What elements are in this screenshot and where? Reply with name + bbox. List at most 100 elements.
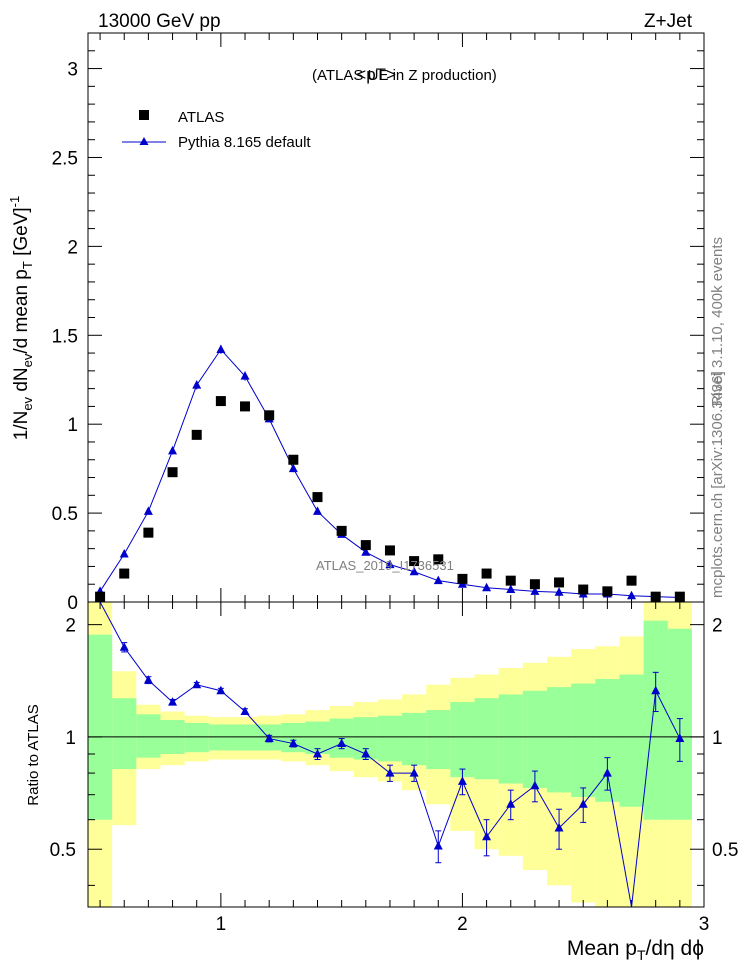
main-y-tick-label: 0.5 bbox=[52, 504, 78, 525]
atlas-point bbox=[288, 454, 299, 465]
main-series bbox=[95, 344, 685, 602]
stat-uncertainty-band bbox=[474, 698, 499, 780]
atlas-point bbox=[215, 396, 226, 407]
stat-uncertainty-band bbox=[112, 698, 137, 770]
ratio-pythia-point bbox=[119, 642, 129, 651]
ratio-pythia-point bbox=[457, 776, 467, 785]
pythia-point bbox=[506, 584, 516, 594]
pythia-point bbox=[385, 559, 395, 569]
ratio-axis-ticks: 0.5 0.5 1 1 2 2 1 2 3 bbox=[50, 602, 738, 935]
legend-pythia-label: Pythia 8.165 default bbox=[178, 134, 311, 151]
ratio-pythia-point bbox=[361, 748, 371, 758]
ratio-pythia-point bbox=[192, 679, 202, 689]
main-y-tick-label: 1 bbox=[67, 415, 78, 436]
ratio-pythia-point bbox=[578, 799, 588, 808]
main-y-tick-label: 3 bbox=[67, 60, 78, 81]
pythia-point bbox=[433, 575, 443, 585]
stat-uncertainty-band bbox=[571, 683, 596, 798]
legend-atlas-marker bbox=[139, 110, 149, 120]
x-tick-label: 2 bbox=[457, 914, 468, 935]
main-y-axis-label: 1/Nev dNev/d mean pT [GeV]-1 bbox=[7, 196, 35, 441]
stat-uncertainty-band bbox=[402, 712, 427, 766]
atlas-point bbox=[119, 568, 130, 579]
ratio-y-tick-label-left: 0.5 bbox=[50, 840, 76, 861]
x-axis-label-sub: T bbox=[637, 947, 646, 963]
x-axis-label-rest: /dη dϕ bbox=[646, 937, 704, 960]
atlas-point bbox=[674, 591, 685, 602]
stat-uncertainty-band bbox=[136, 714, 161, 758]
atlas-point bbox=[143, 527, 154, 538]
ratio-pythia-point bbox=[433, 841, 443, 850]
ratio-pythia-point bbox=[337, 738, 347, 748]
main-y-axis-label-mid2: /d mean p bbox=[11, 269, 32, 354]
stat-uncertainty-band bbox=[232, 724, 258, 751]
ratio-plot-frame bbox=[87, 601, 705, 908]
stat-uncertainty-band bbox=[450, 702, 475, 778]
main-y-axis-label-sub1: ev bbox=[20, 396, 35, 410]
ratio-pythia-point bbox=[530, 780, 540, 790]
stat-uncertainty-band bbox=[184, 722, 209, 753]
atlas-point bbox=[336, 525, 347, 536]
header-process-label: Z+Jet bbox=[644, 11, 693, 32]
stat-uncertainty-band bbox=[546, 687, 572, 793]
ratio-pythia-point bbox=[675, 733, 685, 743]
ratio-series bbox=[99, 601, 685, 908]
pythia-point bbox=[554, 587, 564, 596]
ratio-y-tick-label-left: 2 bbox=[65, 616, 76, 637]
pythia-point bbox=[312, 506, 322, 515]
pythia-point bbox=[216, 344, 226, 354]
legend-pythia-marker bbox=[139, 137, 149, 145]
atlas-point bbox=[602, 586, 613, 597]
atlas-point bbox=[626, 575, 637, 586]
main-y-axis-label-sup: -1 bbox=[7, 196, 22, 208]
pythia-point bbox=[530, 586, 540, 595]
x-tick-label: 3 bbox=[699, 914, 710, 935]
x-axis-label-text: Mean p bbox=[567, 937, 637, 960]
atlas-point bbox=[409, 556, 420, 567]
pythia-point bbox=[482, 582, 492, 592]
ratio-pythia-point bbox=[216, 685, 226, 695]
main-y-axis-label-mid: dN bbox=[11, 367, 32, 397]
ratio-pythia-point bbox=[409, 768, 419, 777]
atlas-point bbox=[554, 577, 565, 588]
atlas-point bbox=[384, 545, 395, 556]
atlas-point bbox=[529, 579, 540, 590]
atlas-point bbox=[481, 568, 492, 579]
ratio-pythia-point bbox=[143, 675, 153, 684]
pythia-point bbox=[627, 590, 637, 600]
ratio-y-axis-label: Ratio to ATLAS bbox=[25, 704, 42, 805]
pythia-point bbox=[119, 548, 129, 558]
stat-uncertainty-band bbox=[619, 674, 644, 807]
atlas-point bbox=[360, 540, 371, 551]
ratio-pythia-point bbox=[385, 768, 395, 777]
analysis-watermark: ATLAS_2019_I1736531 bbox=[316, 558, 454, 573]
atlas-point bbox=[650, 591, 661, 602]
pythia-point bbox=[409, 566, 419, 576]
legend-atlas-label: ATLAS bbox=[178, 109, 224, 126]
pythia-point bbox=[240, 371, 250, 380]
header-collision-label: 13000 GeV pp bbox=[98, 11, 221, 32]
main-y-axis-label-sub3: T bbox=[20, 261, 35, 269]
atlas-point bbox=[95, 591, 106, 602]
stat-uncertainty-band bbox=[498, 694, 523, 784]
plot-title: <pT> bbox=[356, 65, 396, 84]
ratio-pythia-point bbox=[168, 697, 178, 706]
atlas-point bbox=[264, 410, 275, 421]
atlas-point bbox=[457, 573, 468, 584]
atlas-point bbox=[312, 492, 323, 503]
ratio-y-tick-label-right: 2 bbox=[712, 616, 723, 637]
ratio-pythia-point bbox=[240, 706, 250, 715]
legend: ATLAS Pythia 8.165 default bbox=[122, 109, 311, 151]
ratio-y-tick-label-left: 1 bbox=[65, 728, 76, 749]
main-axis-ticks: 0 0.5 1 1.5 2 2.5 3 bbox=[52, 32, 704, 614]
main-plot-background bbox=[88, 33, 704, 602]
stat-uncertainty-band bbox=[208, 724, 233, 751]
atlas-point bbox=[191, 429, 202, 440]
ratio-y-tick-label-right: 1 bbox=[712, 728, 723, 749]
ratio-pythia-point bbox=[554, 822, 564, 832]
ratio-plot: 0.5 0.5 1 1 2 2 1 2 3 bbox=[50, 601, 738, 935]
plot-subtitle: (ATLAS UE in Z production) bbox=[312, 67, 497, 84]
pythia-point bbox=[288, 463, 298, 473]
ratio-pythia-point bbox=[602, 768, 612, 777]
pythia-point bbox=[361, 547, 371, 556]
